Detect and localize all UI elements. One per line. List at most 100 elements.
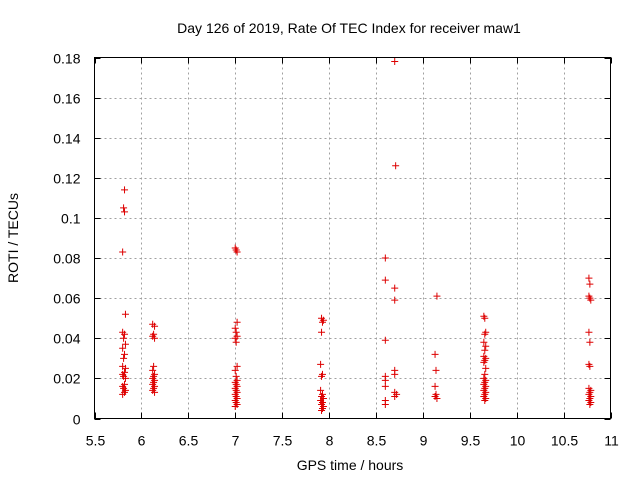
data-point <box>231 334 239 342</box>
x-tick-label: 9 <box>420 433 428 449</box>
data-point <box>120 354 128 362</box>
data-points <box>119 58 595 414</box>
data-point <box>318 328 326 336</box>
data-point <box>232 338 240 346</box>
axis-ticks <box>94 57 612 420</box>
data-point <box>481 346 489 354</box>
data-point <box>120 334 128 342</box>
data-point <box>151 388 159 396</box>
data-point <box>391 296 399 304</box>
data-point <box>482 342 490 350</box>
data-point <box>381 400 389 408</box>
data-point <box>481 314 489 322</box>
data-point <box>150 362 158 370</box>
data-point <box>121 208 129 216</box>
data-point <box>381 254 389 262</box>
x-axis-label: GPS time / hours <box>297 457 404 473</box>
y-tick-label: 0.14 <box>53 131 80 147</box>
data-point <box>233 362 241 370</box>
data-point <box>233 248 241 256</box>
x-tick-label: 10 <box>510 433 526 449</box>
data-point <box>481 370 489 378</box>
data-point <box>481 396 489 404</box>
x-tick-labels: 5.5 6 6.5 7 7.5 8 8.5 9 9.5 10 10.5 11 <box>86 433 619 449</box>
x-tick-label: 7 <box>232 433 240 449</box>
data-point <box>151 322 159 330</box>
data-point <box>391 370 399 378</box>
y-tick-label: 0.08 <box>53 251 80 267</box>
data-point <box>151 334 159 342</box>
data-point <box>586 400 594 408</box>
data-point <box>381 336 389 344</box>
data-point <box>231 324 239 332</box>
data-point <box>480 338 488 346</box>
data-point <box>586 362 594 370</box>
data-point <box>121 374 129 382</box>
data-point <box>232 372 240 380</box>
data-point <box>149 366 157 374</box>
data-point <box>587 296 595 304</box>
data-point <box>431 350 439 358</box>
data-point <box>318 372 326 380</box>
data-point <box>317 360 325 368</box>
y-tick-label: 0.18 <box>53 51 80 67</box>
y-tick-label: 0.04 <box>53 331 80 347</box>
x-tick-label: 11 <box>604 433 619 449</box>
x-tick-label: 6 <box>138 433 146 449</box>
data-point <box>121 186 129 194</box>
x-tick-label: 6.5 <box>179 433 199 449</box>
data-point <box>121 364 129 372</box>
data-point <box>119 390 127 398</box>
data-point <box>381 382 389 390</box>
x-tick-label: 5.5 <box>86 433 106 449</box>
data-point <box>586 280 594 288</box>
x-tick-label: 8 <box>326 433 334 449</box>
data-point <box>121 310 129 318</box>
data-point <box>121 330 129 338</box>
data-point <box>586 338 594 346</box>
data-point <box>585 328 593 336</box>
data-point <box>119 248 127 256</box>
data-point <box>121 340 129 348</box>
x-tick-label: 7.5 <box>273 433 293 449</box>
data-point <box>391 284 399 292</box>
data-point <box>480 358 488 366</box>
data-point <box>432 366 440 374</box>
data-point <box>231 366 239 374</box>
data-point <box>317 386 325 394</box>
data-point <box>318 406 326 414</box>
data-point <box>391 392 399 400</box>
chart-title: Day 126 of 2019, Rate Of TEC Index for r… <box>177 20 521 36</box>
y-tick-label: 0.12 <box>53 171 80 187</box>
data-point <box>481 330 489 338</box>
y-tick-label: 0 <box>73 412 81 428</box>
data-point <box>392 162 400 170</box>
data-point <box>433 292 441 300</box>
data-point <box>120 204 128 212</box>
data-point <box>119 344 127 352</box>
y-tick-label: 0.02 <box>53 371 80 387</box>
y-tick-label: 0.06 <box>53 291 80 307</box>
data-point <box>482 364 490 372</box>
data-point <box>381 276 389 284</box>
data-point <box>391 58 399 66</box>
plot-frame <box>94 57 611 419</box>
data-point <box>232 328 240 336</box>
x-tick-label: 10.5 <box>551 433 578 449</box>
y-tick-labels: 0 0.02 0.04 0.06 0.08 0.1 0.12 0.14 0.16 0.18 <box>53 51 80 428</box>
y-axis-label: ROTI / TECUs <box>5 193 21 283</box>
data-point <box>431 382 439 390</box>
data-point <box>318 318 326 326</box>
y-tick-label: 0.16 <box>53 91 80 107</box>
data-point <box>585 274 593 282</box>
grid-lines <box>94 57 611 419</box>
data-point <box>233 318 241 326</box>
y-tick-label: 0.1 <box>61 211 81 227</box>
x-tick-label: 8.5 <box>367 433 387 449</box>
data-point <box>433 394 441 402</box>
data-point <box>381 376 389 384</box>
x-tick-label: 9.5 <box>461 433 481 449</box>
data-point <box>231 402 239 410</box>
data-point <box>121 350 129 358</box>
